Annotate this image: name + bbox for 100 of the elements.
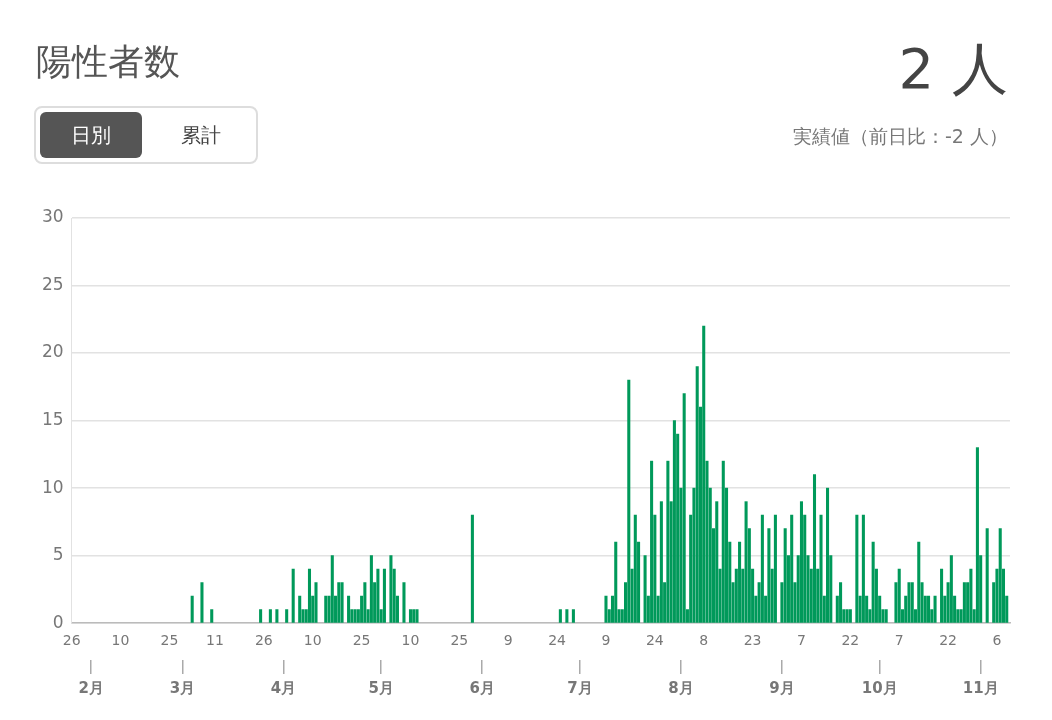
bar: [884, 609, 888, 623]
bar: [650, 460, 654, 623]
x2-tick-label: 3月: [169, 678, 196, 697]
bar: [848, 609, 852, 623]
bar: [633, 514, 637, 623]
bar: [933, 595, 937, 623]
x2-tick-label: 4月: [270, 678, 297, 697]
x-tick-label: 24: [645, 632, 664, 649]
bar: [643, 555, 647, 623]
bar: [783, 528, 787, 623]
text: 累計: [180, 122, 222, 149]
bar: [604, 595, 608, 623]
x-tick-label: 6: [992, 632, 1002, 649]
x-tick-label: 24: [548, 632, 567, 649]
bar: [871, 541, 875, 623]
bar: [998, 528, 1002, 623]
bar: [790, 514, 794, 623]
y-tick-label: 15: [41, 409, 64, 430]
bar: [702, 325, 706, 623]
x2-tick-label: 6月: [469, 678, 495, 697]
x-tick-label: 10: [111, 632, 130, 649]
bar: [767, 528, 771, 623]
bar: [210, 609, 214, 623]
bar: [337, 582, 341, 623]
text: 実績値（前日比：-2 人）: [793, 124, 1008, 149]
bar: [738, 541, 742, 623]
bar: [363, 582, 367, 623]
x2-tick-label: 2月: [78, 678, 104, 697]
bar: [571, 609, 575, 623]
bar: [340, 582, 344, 623]
bar: [314, 582, 318, 623]
bar: [291, 568, 295, 623]
bar: [275, 609, 279, 623]
bar: [760, 514, 764, 623]
x-tick-label: 8: [699, 632, 709, 649]
bar: [819, 514, 823, 623]
bar: [627, 379, 631, 623]
x-tick-label: 26: [254, 632, 273, 649]
bar: [190, 595, 194, 623]
bar: [975, 447, 979, 623]
bar: [715, 501, 719, 623]
bar: [839, 582, 843, 623]
x-tick-label: 9: [503, 632, 513, 649]
x-tick-label: 26: [62, 632, 81, 649]
bar: [353, 609, 357, 623]
bar: [470, 514, 474, 623]
bar: [721, 460, 725, 623]
y-tick-label: 0: [52, 611, 64, 632]
bar: [917, 541, 921, 623]
chart-title: 陽性者数: [36, 40, 180, 84]
y-tick-label: 30: [41, 206, 64, 227]
bar: [672, 420, 676, 623]
bar: [565, 609, 569, 623]
x2-tick-label: 10月: [861, 678, 898, 697]
bar: [259, 609, 263, 623]
bar: [799, 501, 803, 623]
y-tick-label: 5: [52, 544, 64, 565]
bar: [969, 568, 973, 623]
bar: [897, 568, 901, 623]
bar: [985, 528, 989, 623]
x-tick-label: 7: [894, 632, 904, 649]
x-tick-label: 22: [841, 632, 860, 649]
bar: [861, 514, 865, 623]
x-tick-label: 25: [352, 632, 371, 649]
bar: [415, 609, 419, 623]
bar: [826, 487, 830, 623]
bar: [389, 555, 393, 623]
x-tick-label: 7: [797, 632, 806, 649]
bar: [695, 366, 699, 623]
y-tick-label: 10: [41, 476, 64, 497]
bar: [408, 609, 413, 623]
x-tick-label: 25: [160, 632, 179, 649]
y-tick-label: 20: [41, 341, 64, 362]
bar: [907, 582, 911, 623]
bar: [845, 609, 849, 623]
bar: [910, 582, 914, 623]
bar: [812, 474, 817, 623]
x2-tick-label: 7月: [567, 678, 593, 697]
x2-tick-label: 11月: [962, 678, 999, 697]
x2-tick-label: 5月: [368, 678, 394, 697]
text: 日別: [40, 112, 142, 158]
bar: [682, 393, 686, 623]
bar: [659, 501, 663, 623]
bar: [382, 568, 386, 623]
bar: [940, 568, 944, 623]
bar: [324, 595, 328, 623]
x2-tick-label: 9月: [769, 678, 795, 697]
bar: [666, 460, 670, 623]
bar: [927, 595, 931, 623]
text: 2 人: [898, 35, 1008, 103]
bar: [744, 501, 748, 623]
x-tick-label: 10: [401, 632, 420, 649]
y-tick-label: 25: [41, 273, 64, 294]
bar: [200, 582, 204, 623]
bar: [962, 582, 966, 623]
x-tick-label: 22: [939, 632, 958, 649]
bar: [376, 568, 380, 623]
bar: [330, 555, 334, 623]
bar: [949, 555, 953, 623]
bar: [298, 595, 302, 623]
